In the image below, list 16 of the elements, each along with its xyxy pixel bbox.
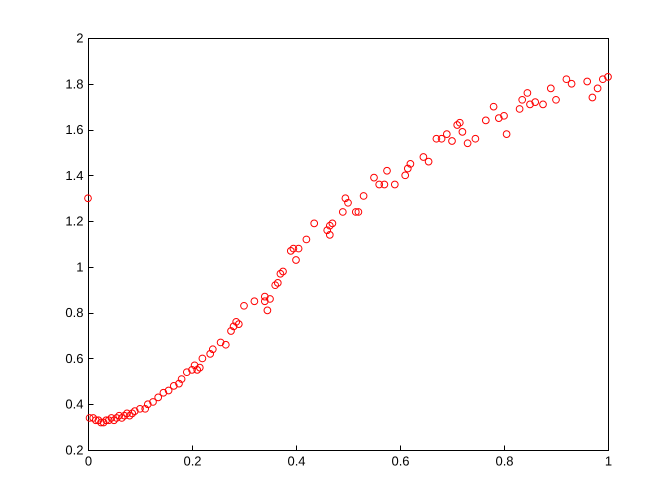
x-tick-label: 0.4 xyxy=(287,454,306,468)
x-tick-label: 0 xyxy=(84,454,92,468)
y-tick-label: 1.4 xyxy=(65,168,84,183)
y-tick-label: 2 xyxy=(76,30,84,46)
y-tick-label: 1.8 xyxy=(65,76,84,92)
y-tick-label: 1.6 xyxy=(65,122,84,138)
y-tick-label: 0.6 xyxy=(65,350,84,366)
y-tick-label: 0.2 xyxy=(65,442,84,458)
y-tick-label: 0.4 xyxy=(65,396,84,412)
x-tick-label: 0.6 xyxy=(391,454,410,468)
y-tick-label: 1 xyxy=(76,259,84,274)
y-tick-label: 1.2 xyxy=(65,214,84,229)
y-tick-label: 0.8 xyxy=(65,305,84,320)
x-tick-label: 0.2 xyxy=(183,454,202,468)
x-tick-label: 1 xyxy=(604,454,612,468)
x-tick-label: 0.8 xyxy=(495,454,514,468)
